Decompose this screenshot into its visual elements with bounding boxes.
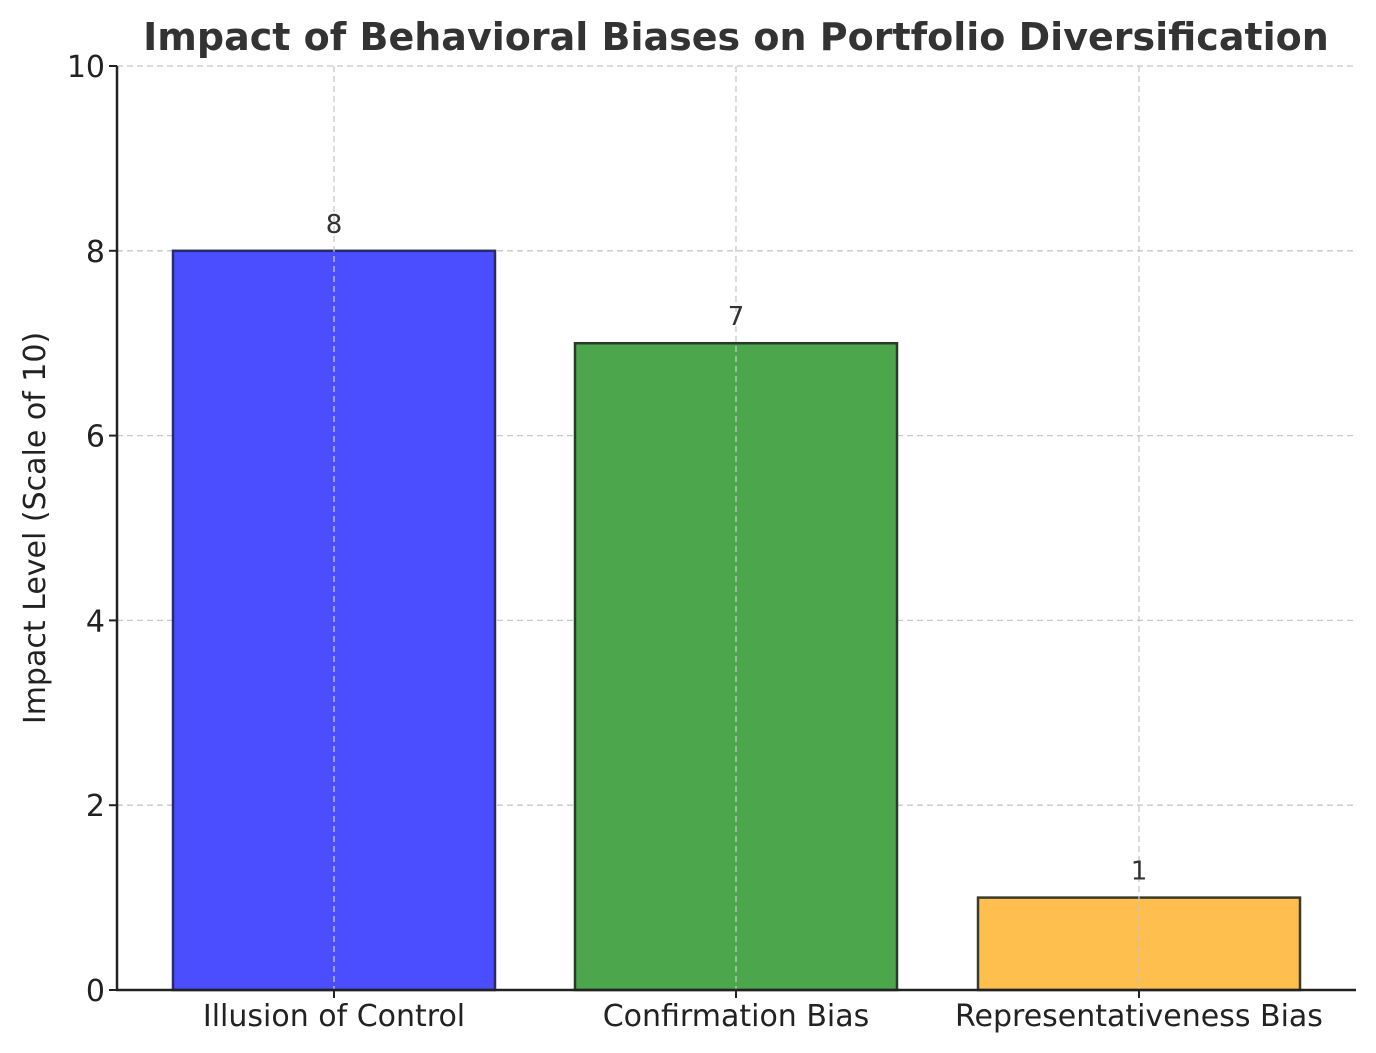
y-axis-label: Impact Level (Scale of 10) <box>18 332 53 724</box>
x-grid <box>333 66 1140 990</box>
x-tick-label: Representativeness Bias <box>955 999 1323 1034</box>
data-label: 7 <box>728 302 745 332</box>
data-label: 8 <box>326 210 343 240</box>
axes <box>109 65 1356 998</box>
x-tick-label: Confirmation Bias <box>603 999 870 1034</box>
y-tick-label: 4 <box>86 604 105 639</box>
data-label: 1 <box>1131 857 1148 887</box>
y-tick-label: 10 <box>67 50 105 85</box>
bars <box>171 249 1302 992</box>
y-tick-label: 8 <box>86 235 105 270</box>
y-tick-label: 0 <box>86 974 105 1009</box>
bar-2 <box>976 896 1302 992</box>
y-tick-label: 2 <box>86 789 105 824</box>
labels: 0 2 4 6 8 10 Illusion of Control Confirmation B… <box>67 50 1323 1034</box>
x-tick-label: Illusion of Control <box>203 999 465 1034</box>
y-tick-label: 6 <box>86 420 105 455</box>
chart-title: Impact of Behavioral Biases on Portfolio… <box>143 15 1329 59</box>
